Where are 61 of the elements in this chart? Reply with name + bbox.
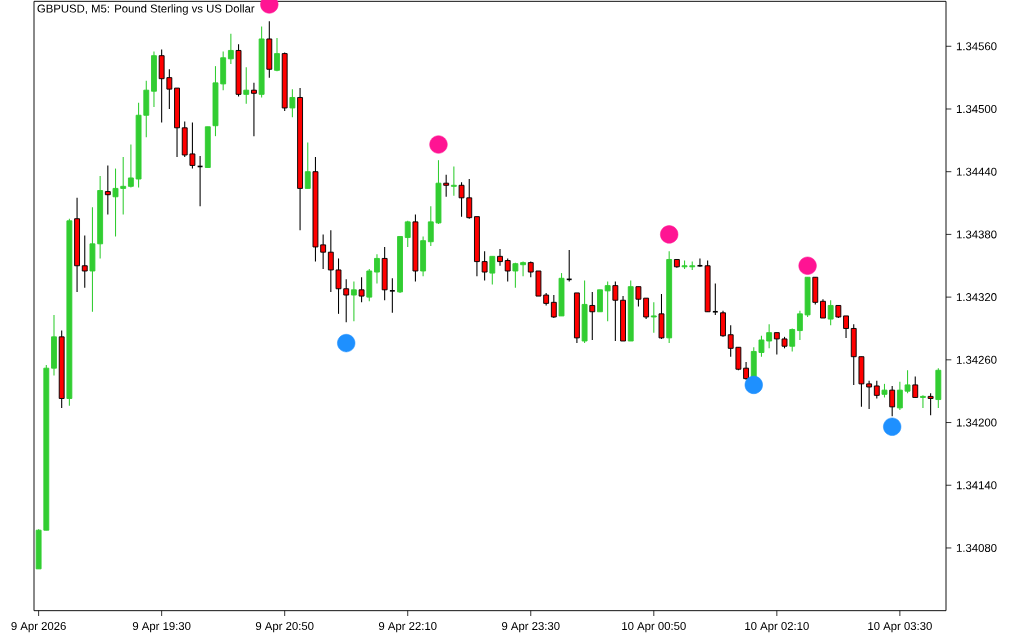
point [429, 135, 448, 154]
candlestick [274, 37, 280, 72]
x-tick-label: 9 Apr 22:10 [378, 622, 437, 633]
candlestick [404, 220, 411, 248]
candlestick [104, 164, 111, 216]
candlestick [497, 248, 503, 267]
point [744, 375, 763, 394]
candlestick [927, 392, 934, 416]
candlestick [789, 327, 796, 353]
y-tick-label: 1.34440 [956, 167, 997, 176]
candlestick [612, 280, 619, 342]
candlestick [481, 250, 488, 281]
candlestick [712, 282, 719, 316]
candlestick [489, 255, 496, 286]
candlestick [889, 385, 896, 417]
candlestick [289, 88, 296, 118]
candlestick [912, 376, 919, 398]
candlestick [81, 234, 88, 289]
x-tick-label: 9 Apr 19:30 [132, 622, 191, 633]
y-tick-label: 1.34200 [956, 418, 997, 427]
y-tick-label: 1.34140 [956, 481, 997, 490]
candlestick [304, 141, 311, 189]
point [660, 225, 679, 244]
candlestick [589, 291, 596, 341]
x-tick-label: 10 Apr 00:50 [622, 622, 686, 633]
candlestick [243, 66, 250, 105]
candlestick [820, 298, 826, 319]
candlestick [504, 257, 511, 282]
y-tick-label: 1.34500 [956, 104, 997, 113]
candlestick [650, 301, 657, 334]
candlestick [597, 289, 603, 313]
candlestick [604, 280, 611, 322]
candlestick [512, 262, 519, 289]
candlestick [696, 257, 704, 268]
candlestick [251, 82, 257, 137]
candlestick [358, 276, 365, 303]
x-tick-label: 9 Apr 23:30 [501, 622, 560, 633]
candlestick [389, 277, 396, 314]
chart-title: GBPUSD, M5: Pound Sterling vs US Dollar [37, 4, 255, 15]
y-tick-label: 1.34320 [956, 293, 997, 302]
x-tick-label: 10 Apr 03:30 [868, 622, 932, 633]
candlestick [374, 253, 380, 285]
point [883, 417, 902, 436]
x-tick-label: 9 Apr 2026 [11, 622, 66, 633]
candlestick [450, 165, 457, 197]
point [337, 334, 356, 353]
x-tick-label: 10 Apr 02:10 [745, 622, 809, 633]
candlestick [350, 280, 357, 322]
candlestick [227, 33, 234, 65]
x-tick-label: 9 Apr 20:50 [255, 622, 314, 633]
y-tick-label: 1.34260 [956, 355, 997, 364]
point [798, 256, 817, 275]
candlestick [843, 315, 849, 339]
y-tick-label: 1.34080 [956, 543, 997, 552]
candlestick [443, 174, 450, 198]
candlestick [920, 394, 926, 409]
y-tick-label: 1.34380 [956, 230, 997, 239]
candlestick [827, 299, 834, 326]
y-tick-label: 1.34560 [956, 42, 997, 51]
candlestick [720, 310, 726, 338]
candlestick [520, 261, 526, 277]
